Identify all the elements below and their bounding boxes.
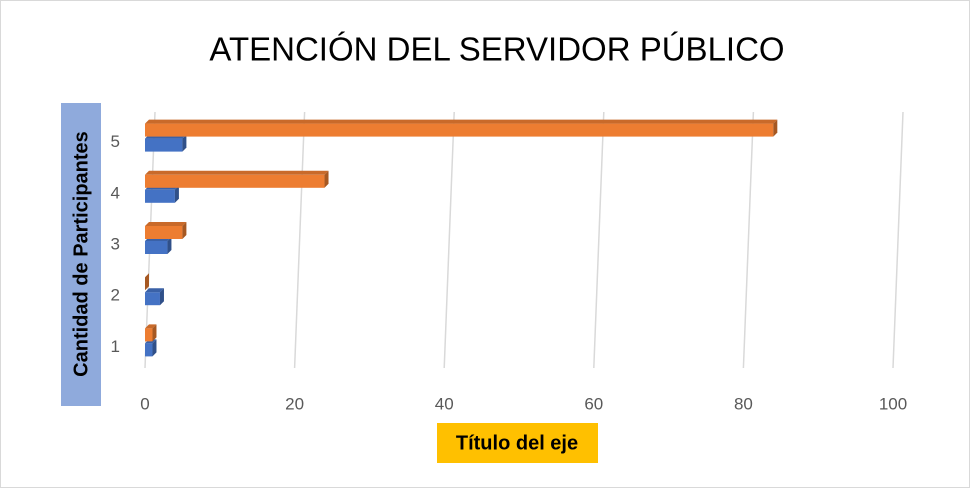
x-tick-label: 20 xyxy=(285,394,304,413)
bar-side xyxy=(182,134,187,152)
bar-face xyxy=(145,123,774,137)
bar-side xyxy=(773,119,778,137)
bar-face xyxy=(145,226,183,239)
bar xyxy=(145,273,149,291)
bar-face xyxy=(145,343,153,357)
bar-top xyxy=(145,222,187,226)
grid-line xyxy=(892,111,904,369)
bar-face xyxy=(145,189,175,203)
bar-side xyxy=(145,273,149,291)
bar-side xyxy=(167,237,172,254)
bar xyxy=(145,288,164,306)
bar-face xyxy=(145,174,325,188)
y-tick-label: 1 xyxy=(111,337,120,356)
x-tick-label: 0 xyxy=(140,394,149,413)
bar-side xyxy=(174,185,179,203)
bar-top xyxy=(145,288,164,293)
y-label-box xyxy=(61,103,101,406)
y-tick-label: 4 xyxy=(111,183,120,202)
bar-top xyxy=(145,324,157,329)
grid-line xyxy=(443,111,455,369)
bar xyxy=(145,324,157,342)
bar-side xyxy=(152,324,157,342)
bar-face xyxy=(145,328,153,342)
grid-line xyxy=(593,111,605,369)
bar xyxy=(145,119,778,137)
y-axis-label: Cantidad de Participantes xyxy=(70,131,92,377)
bar-side xyxy=(182,222,187,239)
bar xyxy=(145,134,187,152)
y-tick-label: 2 xyxy=(111,286,120,305)
bar xyxy=(145,222,187,239)
bar-face xyxy=(145,292,160,306)
y-tick-label: 5 xyxy=(111,132,120,151)
x-tick-label: 60 xyxy=(584,394,603,413)
bar-top xyxy=(145,119,778,124)
x-label-box xyxy=(437,423,598,463)
chart-title: ATENCIÓN DEL SERVIDOR PÚBLICO xyxy=(209,31,784,68)
x-axis-label: Título del eje xyxy=(456,432,578,454)
grid-line xyxy=(742,111,755,369)
bar xyxy=(145,185,179,203)
bar-face xyxy=(145,241,168,254)
bar-side xyxy=(152,339,157,357)
x-tick-label: 100 xyxy=(879,394,907,413)
bar-top xyxy=(145,170,329,175)
bar-face xyxy=(145,138,183,152)
bar-side xyxy=(324,170,329,188)
bar xyxy=(145,170,329,188)
bar xyxy=(145,237,172,254)
bar-side xyxy=(159,288,164,306)
grid-line xyxy=(293,111,306,369)
x-tick-label: 80 xyxy=(734,394,753,413)
bar xyxy=(145,339,157,357)
x-tick-label: 40 xyxy=(435,394,454,413)
y-tick-label: 3 xyxy=(111,234,120,253)
